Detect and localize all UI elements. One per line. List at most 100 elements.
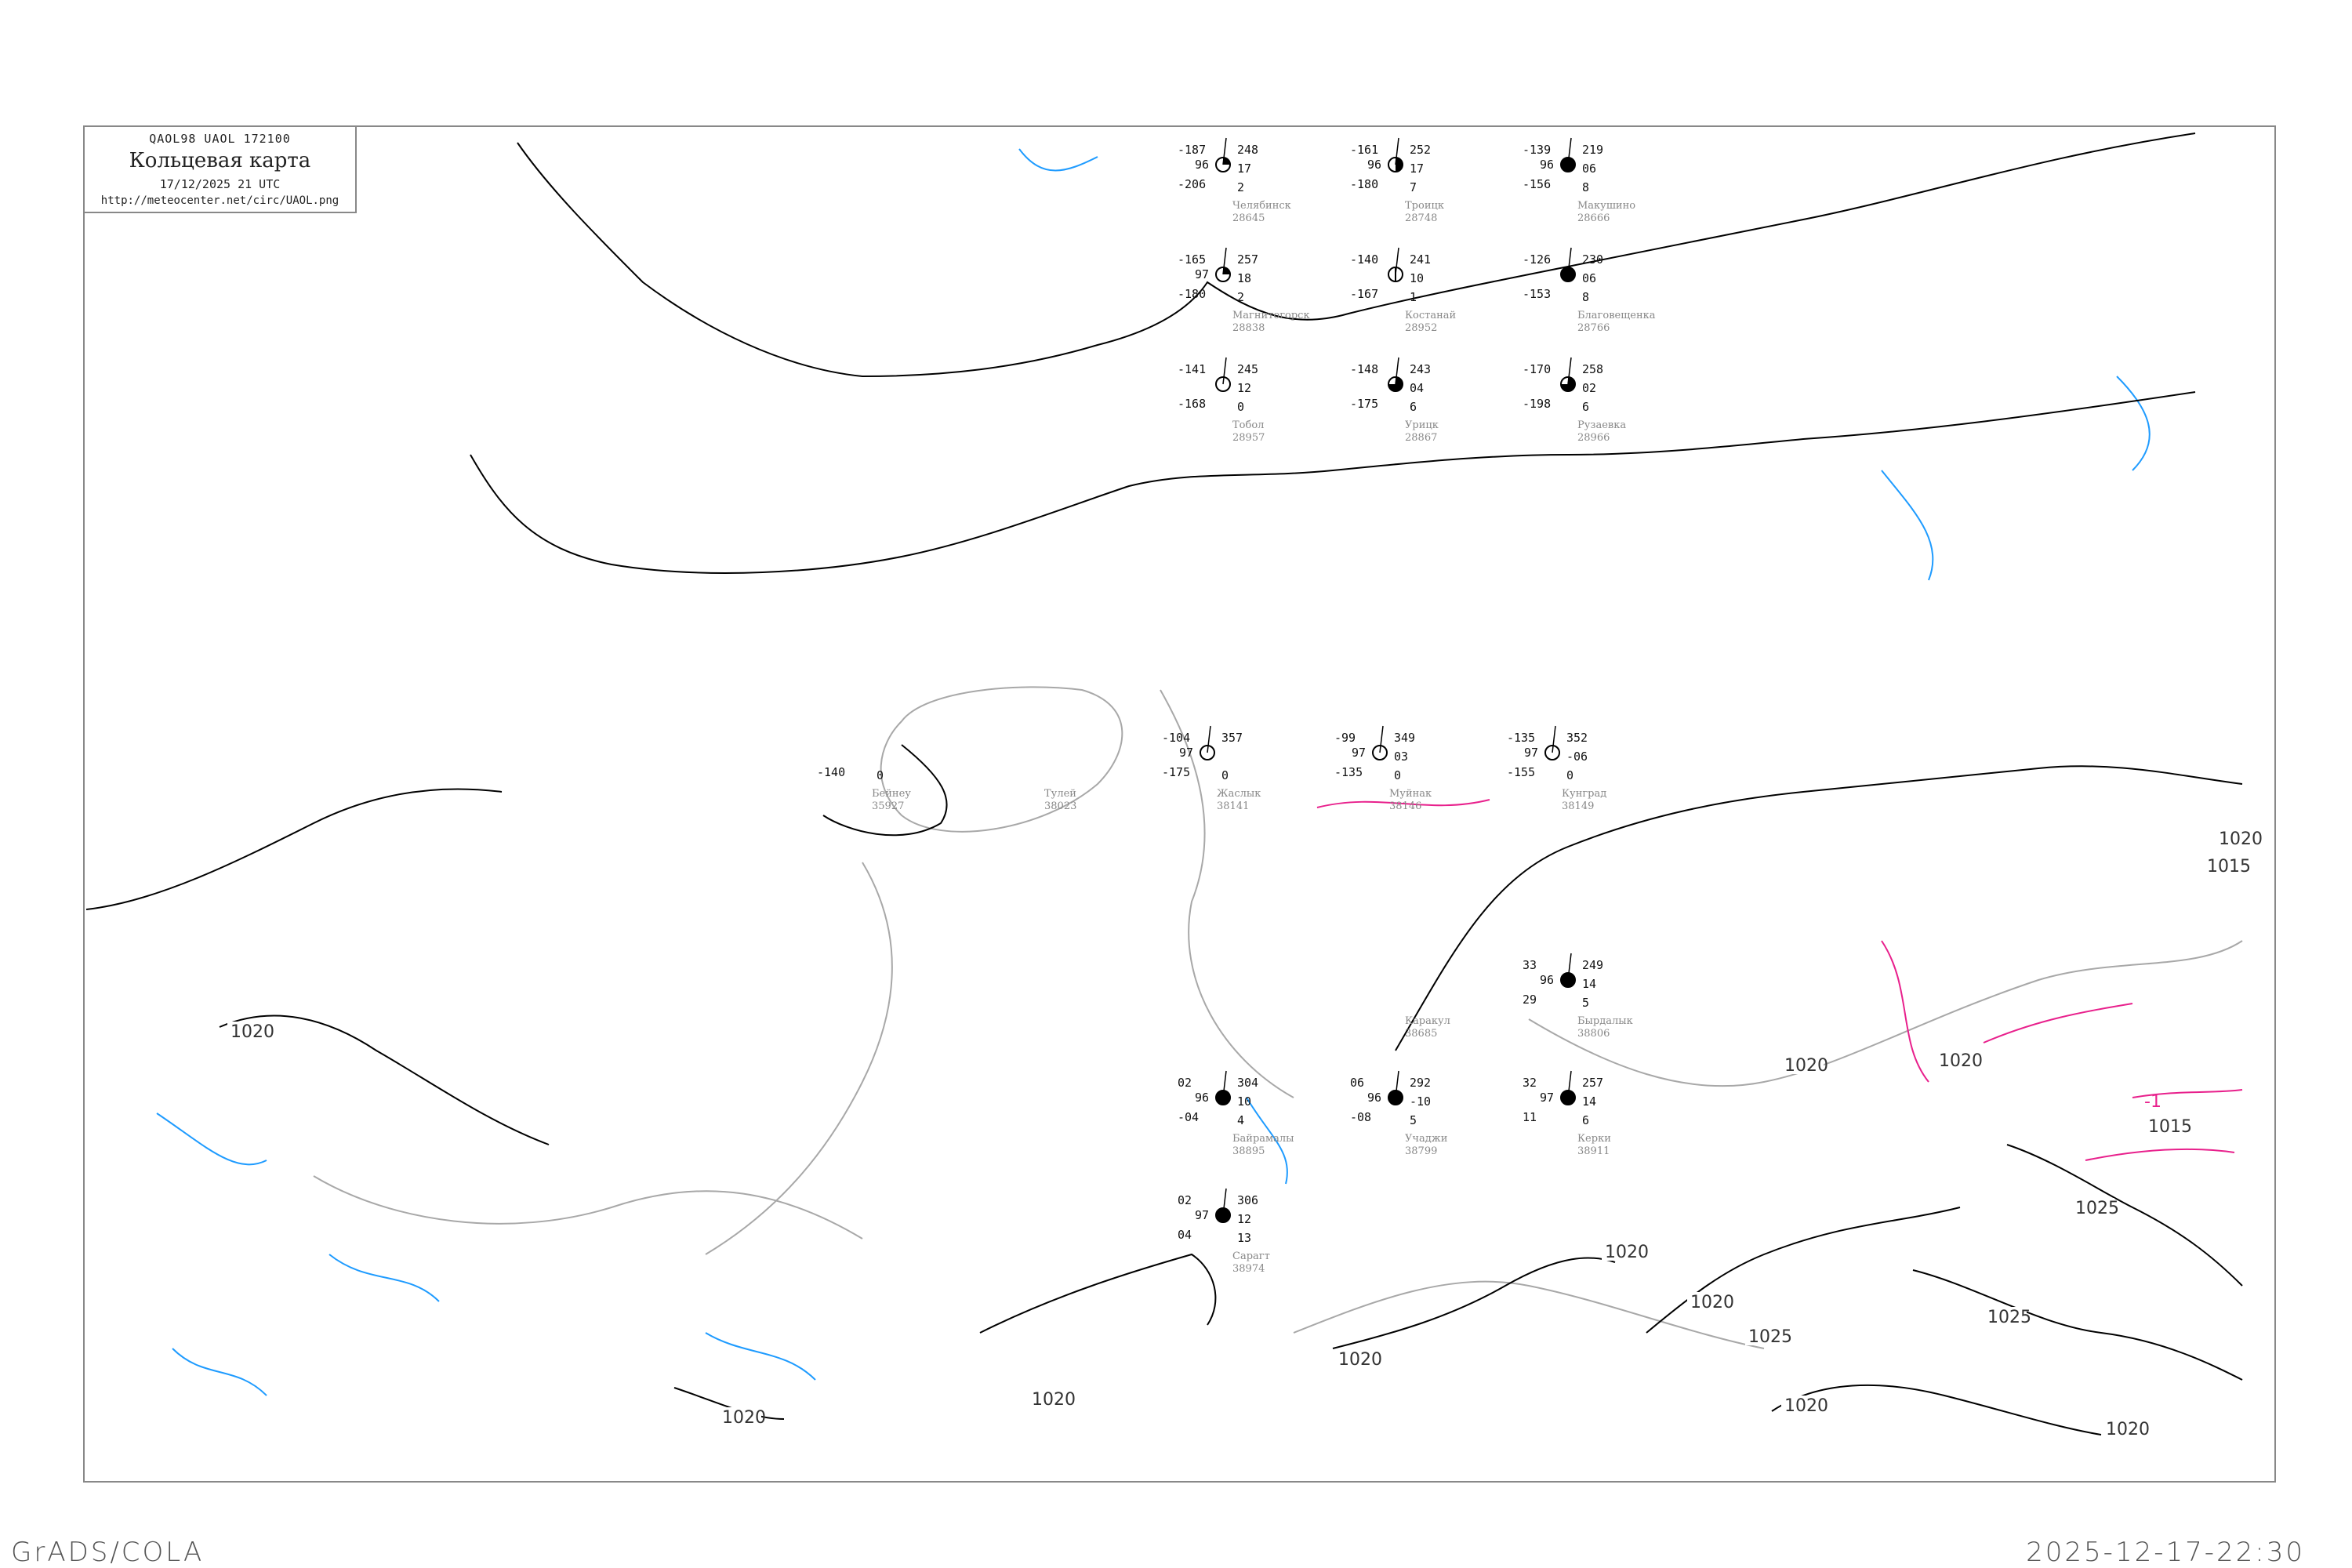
station-low-clouds: 0 <box>1566 768 1573 782</box>
isobar-label: 1020 <box>1939 1051 1983 1071</box>
station-index: 28748 <box>1405 212 1437 224</box>
station-tendency: 12 <box>1237 1212 1251 1226</box>
station-pressure: 349 <box>1394 731 1415 745</box>
station-temperature: -135 <box>1507 731 1535 745</box>
station-temperature: 02 <box>1178 1076 1192 1090</box>
station-index: 28952 <box>1405 322 1437 334</box>
station-tendency: 06 <box>1582 162 1596 176</box>
station-low-clouds: 6 <box>1410 400 1417 414</box>
station-name: Тобол <box>1232 419 1264 431</box>
station-name: Каракул <box>1405 1015 1450 1027</box>
station-pressure: 243 <box>1410 362 1431 376</box>
station-dewpoint: 04 <box>1178 1228 1192 1242</box>
station-index: 38023 <box>1044 800 1076 812</box>
wind-barb-icon <box>1552 725 1556 753</box>
isobar-label: 1020 <box>1605 1243 1649 1262</box>
map-url: http://meteocenter.net/circ/UAOL.png <box>100 194 339 207</box>
station-dewpoint: -04 <box>1178 1110 1199 1124</box>
station-temperature: -99 <box>1334 731 1356 745</box>
isobar-label: 1025 <box>2075 1199 2119 1218</box>
station-pressure: 249 <box>1582 958 1603 972</box>
wind-barb-icon <box>1222 1188 1227 1216</box>
station-tendency: 17 <box>1237 162 1251 176</box>
map-datetime: 17/12/2025 21 UTC <box>159 177 281 191</box>
station-temperature: -161 <box>1350 143 1378 157</box>
isobar-label: 1020 <box>1690 1293 1734 1312</box>
station-pressure: 292 <box>1410 1076 1431 1090</box>
station-tendency: 06 <box>1582 271 1596 285</box>
station-temperature: -141 <box>1178 362 1206 376</box>
station-temperature: 06 <box>1350 1076 1364 1090</box>
station-index: 38911 <box>1577 1145 1610 1157</box>
wind-barb-icon <box>1222 247 1227 275</box>
station-tendency: 02 <box>1582 381 1596 395</box>
station-low-clouds: 2 <box>1237 290 1244 304</box>
isallobar-label: -1 <box>2144 1092 2161 1112</box>
station-tendency: -06 <box>1566 750 1588 764</box>
station-name: Костанай <box>1405 310 1456 321</box>
isallobar-lines <box>1316 799 2243 1161</box>
station-temperature: 02 <box>1178 1193 1192 1207</box>
station-dewpoint: -135 <box>1334 765 1363 779</box>
wind-barb-icon <box>1222 1070 1227 1098</box>
station-dewpoint: -175 <box>1162 765 1190 779</box>
station-visibility: 96 <box>1195 158 1209 172</box>
isobar-label: 1020 <box>1784 1396 1828 1416</box>
station-low-clouds: 6 <box>1582 1113 1589 1127</box>
station-tendency: 04 <box>1410 381 1424 395</box>
station-visibility: 96 <box>1540 158 1554 172</box>
station-low-clouds: 0 <box>1221 768 1229 782</box>
wind-barb-icon <box>1222 357 1227 385</box>
station-temperature: -140 <box>1350 252 1378 267</box>
station-tendency: 18 <box>1237 271 1251 285</box>
station-index: 38685 <box>1405 1028 1437 1040</box>
station-tendency: 14 <box>1582 977 1596 991</box>
station-index: 28666 <box>1577 212 1610 224</box>
wind-barb-icon <box>1379 725 1384 753</box>
station-low-clouds: 0 <box>1237 400 1244 414</box>
station-index: 28957 <box>1232 432 1265 444</box>
station-tendency: 10 <box>1410 271 1424 285</box>
station-dewpoint: -167 <box>1350 287 1378 301</box>
station-pressure: 357 <box>1221 731 1243 745</box>
map-header: QAOL98 UAOL 172100 Кольцевая карта 17/12… <box>85 127 357 213</box>
station-pressure: 352 <box>1566 731 1588 745</box>
station-low-clouds: 0 <box>1394 768 1401 782</box>
station-tendency: 17 <box>1410 162 1424 176</box>
isobar-label: 1020 <box>1338 1350 1382 1370</box>
station-visibility: 97 <box>1352 746 1366 760</box>
station-pressure: 230 <box>1582 252 1603 267</box>
station-name: Бырдалык <box>1577 1015 1633 1027</box>
station-index: 38799 <box>1405 1145 1437 1157</box>
station-name: Троицк <box>1405 200 1444 212</box>
station-temperature: -139 <box>1523 143 1551 157</box>
isobar-label: 1020 <box>722 1408 766 1428</box>
wind-barb-icon <box>1222 137 1227 165</box>
station-name: Учаджи <box>1405 1133 1447 1145</box>
footer-software: GrADS/COLA <box>11 1537 205 1568</box>
station-tendency: 10 <box>1237 1094 1251 1109</box>
station-name: Магнитогорск <box>1232 310 1310 321</box>
isobar-label: 1025 <box>1987 1308 2031 1327</box>
station-visibility: 96 <box>1367 158 1381 172</box>
station-dewpoint: -140 <box>817 765 845 779</box>
station-index: 38895 <box>1232 1145 1265 1157</box>
station-temperature: -148 <box>1350 362 1378 376</box>
station-temperature: -187 <box>1178 143 1206 157</box>
wind-barb-icon <box>1567 953 1572 981</box>
station-dewpoint: -08 <box>1350 1110 1371 1124</box>
station-name: Урицк <box>1405 419 1439 431</box>
station-visibility: 96 <box>1195 1091 1209 1105</box>
footer-timestamp: 2025-12-17-22:30 <box>2026 1537 2305 1568</box>
station-index: 38146 <box>1389 800 1421 812</box>
station-visibility: 96 <box>1367 1091 1381 1105</box>
